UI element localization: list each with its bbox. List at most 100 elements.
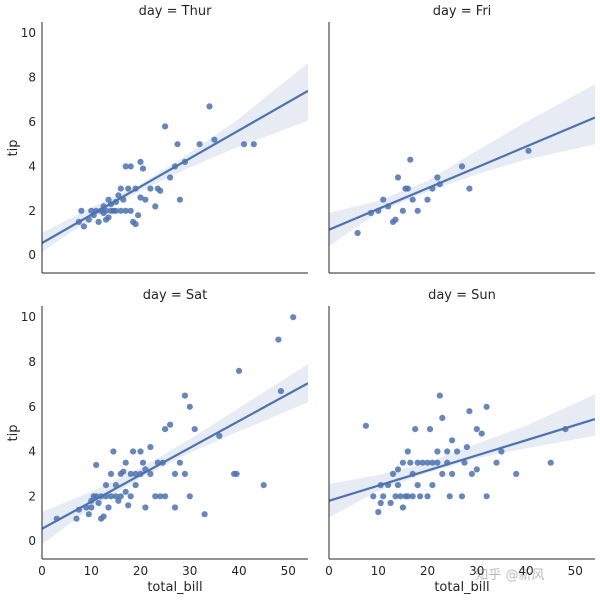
x-tick-label: 10 (371, 564, 386, 578)
y-tick-label: 10 (21, 26, 36, 40)
y-tick-label: 6 (28, 115, 36, 129)
data-point (167, 421, 174, 428)
data-point (392, 493, 399, 500)
data-point (127, 493, 134, 500)
data-point (196, 141, 203, 148)
data-point (122, 459, 129, 466)
data-point (414, 482, 421, 489)
data-point (132, 482, 139, 489)
data-point (142, 196, 149, 203)
data-point (436, 392, 443, 399)
data-point (493, 459, 500, 466)
data-point (233, 470, 240, 477)
data-point (162, 123, 169, 130)
data-point (181, 392, 188, 399)
data-point (424, 493, 431, 500)
data-point (80, 223, 87, 230)
data-point (95, 218, 102, 225)
data-point (414, 207, 421, 214)
data-point (120, 468, 127, 475)
data-point (107, 493, 115, 500)
data-point (157, 493, 164, 500)
y-tick-label: 8 (28, 71, 36, 85)
data-point (260, 482, 267, 489)
data-point (127, 470, 134, 477)
confidence-band (42, 364, 308, 545)
data-point (137, 158, 144, 165)
data-point (235, 367, 243, 374)
data-point (434, 174, 441, 181)
x-tick-label: 10 (84, 564, 99, 578)
regression-line (42, 89, 308, 244)
data-point (407, 156, 414, 163)
panel-title: day = Thur (139, 4, 212, 19)
data-point (483, 493, 490, 500)
data-point (394, 174, 402, 181)
data-point (181, 470, 188, 477)
data-point (171, 504, 179, 511)
data-point (277, 388, 284, 395)
data-point (404, 493, 411, 500)
data-point (132, 221, 139, 228)
data-point (407, 459, 414, 466)
data-point (399, 459, 406, 466)
confidence-band (42, 63, 308, 252)
data-point (463, 444, 470, 451)
data-point (429, 482, 436, 489)
data-point (147, 470, 154, 477)
data-point (137, 448, 144, 455)
y-tick-label: 4 (28, 159, 36, 173)
data-point (125, 185, 132, 192)
data-point (434, 448, 441, 455)
data-point (93, 461, 100, 469)
plot-area (42, 314, 308, 545)
data-point (394, 482, 402, 489)
confidence-band (329, 394, 595, 518)
x-tick-label: 30 (182, 564, 197, 578)
data-point (498, 448, 505, 455)
data-point (147, 185, 154, 192)
data-point (394, 466, 402, 473)
data-point (186, 493, 193, 500)
watermark: 知乎 @新风 (475, 567, 544, 583)
data-point (466, 408, 473, 415)
data-point (78, 207, 85, 214)
data-point (473, 466, 480, 473)
data-point (461, 459, 468, 466)
data-point (162, 426, 169, 433)
y-tick-label: 8 (28, 355, 36, 369)
data-point (122, 163, 129, 170)
data-point (392, 216, 399, 223)
data-point (107, 470, 115, 477)
data-point (426, 426, 434, 433)
data-point (380, 493, 387, 500)
data-point (525, 147, 532, 154)
data-point (142, 504, 149, 511)
plot-area (329, 84, 595, 247)
data-point (95, 499, 102, 507)
data-point (409, 493, 416, 500)
data-point (201, 511, 208, 518)
facet-panel-2: day = Fri (328, 4, 595, 274)
data-point (186, 403, 193, 410)
y-axis-label-bottom: tip (6, 425, 21, 442)
regression-line (42, 382, 308, 530)
data-point (162, 493, 169, 500)
x-tick-label: 40 (518, 564, 533, 578)
data-point (513, 470, 520, 477)
data-point (547, 459, 554, 466)
data-point (112, 207, 119, 214)
data-point (458, 493, 466, 500)
regression-line (329, 116, 595, 231)
data-point (458, 163, 466, 170)
x-tick-label: 0 (325, 564, 333, 578)
data-point (174, 141, 181, 148)
data-point (137, 194, 144, 201)
data-point (454, 448, 461, 455)
data-point (380, 196, 387, 203)
panel-title: day = Fri (433, 4, 492, 19)
plot-area (329, 392, 595, 518)
data-point (483, 403, 490, 410)
data-point (377, 499, 384, 507)
